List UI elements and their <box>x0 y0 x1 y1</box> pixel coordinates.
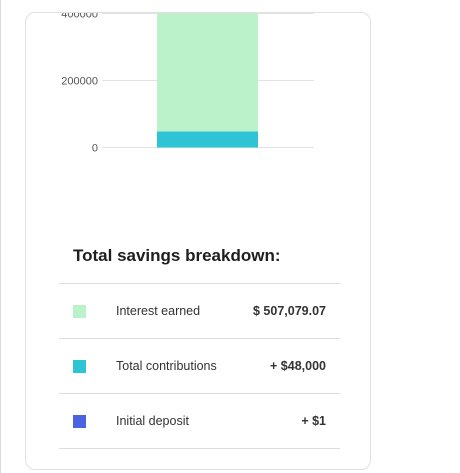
savings-breakdown: Total savings breakdown: Interest earned… <box>59 241 340 449</box>
breakdown-row-label: Interest earned <box>116 304 201 318</box>
savings-card: 0 200000 400000 Total savings breakdown: I… <box>25 12 371 470</box>
breakdown-row-label: Initial deposit <box>116 414 189 428</box>
breakdown-row-initial-deposit: Initial deposit + $1 <box>59 394 340 449</box>
chart-y-ticks: 0 200000 400000 <box>61 13 98 155</box>
left-border <box>0 0 1 473</box>
y-tick-label: 400000 <box>61 13 98 21</box>
bar-segment-total-contributions <box>157 131 258 148</box>
contributions-swatch <box>73 359 86 373</box>
y-tick-label: 200000 <box>61 76 98 88</box>
savings-bar-chart: 0 200000 400000 <box>61 13 314 155</box>
interest-swatch <box>73 304 86 318</box>
breakdown-row-value: $ 507,079.07 <box>253 304 326 318</box>
breakdown-list: Interest earned $ 507,079.07 Total contr… <box>59 283 340 449</box>
breakdown-row-label: Total contributions <box>116 359 217 373</box>
breakdown-row-value: + $48,000 <box>270 359 326 373</box>
breakdown-title: Total savings breakdown: <box>73 246 281 265</box>
initial-deposit-swatch <box>73 414 86 428</box>
bar-segment-interest-earned <box>157 13 258 132</box>
breakdown-row-value: + $1 <box>301 414 326 428</box>
chart-bars <box>157 13 258 148</box>
y-tick-label: 0 <box>92 143 98 155</box>
breakdown-row-contributions: Total contributions + $48,000 <box>59 339 340 394</box>
breakdown-row-interest: Interest earned $ 507,079.07 <box>59 284 340 339</box>
